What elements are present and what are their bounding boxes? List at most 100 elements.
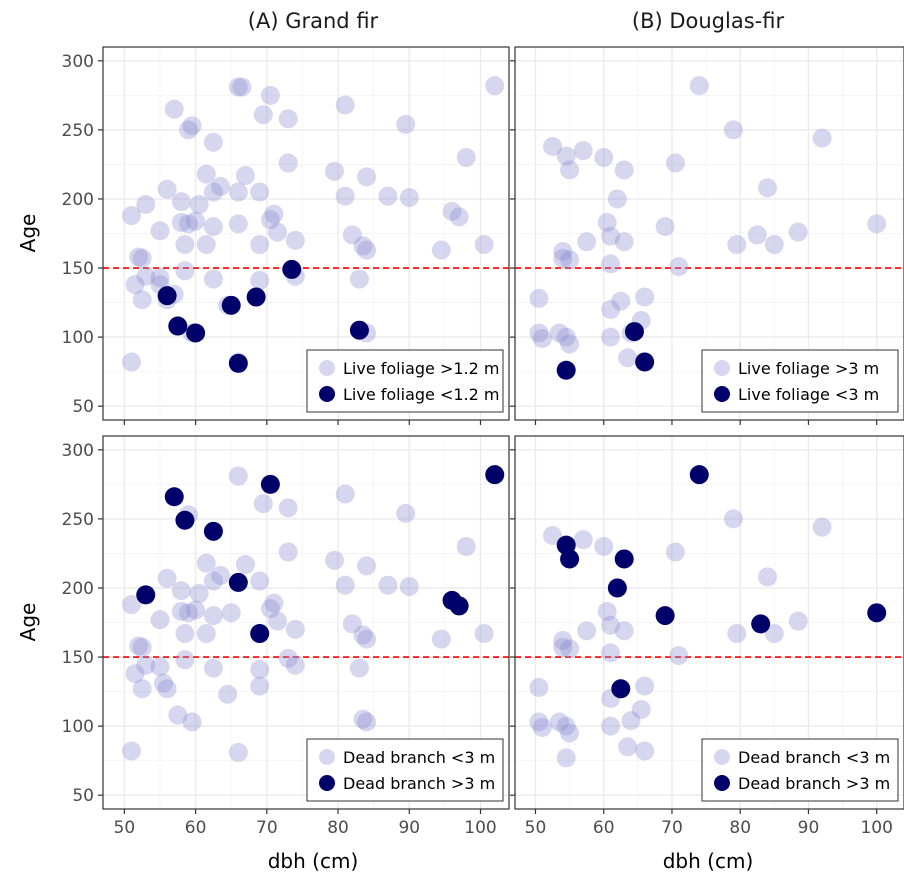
data-point-light <box>182 712 202 732</box>
y-tick-label: 100 <box>62 328 94 348</box>
data-point-light <box>618 737 638 757</box>
data-point-light <box>278 153 298 173</box>
legend-label: Live foliage <1.2 m <box>343 385 499 404</box>
column-title-a: (A) Grand fir <box>248 9 379 33</box>
legend: Live foliage >3 m Live foliage <3 m <box>701 349 899 413</box>
data-point-light <box>175 235 195 255</box>
data-point-light <box>727 624 747 644</box>
legend-marker-light <box>714 360 730 376</box>
data-point-light <box>601 327 621 347</box>
data-point-light <box>260 599 280 619</box>
panel-border <box>514 435 904 810</box>
data-point-dark <box>349 320 369 340</box>
data-point-light <box>553 248 573 268</box>
data-point-light <box>614 621 634 641</box>
legend-label: Live foliage >3 m <box>738 359 879 378</box>
data-point-light <box>611 291 631 311</box>
data-point-dark <box>136 585 156 605</box>
data-point-light <box>357 629 377 649</box>
data-point-light <box>228 77 248 97</box>
data-point-light <box>529 677 549 697</box>
y-tick-label: 150 <box>62 648 94 668</box>
data-point-light <box>342 225 362 245</box>
x-tick-label: 60 <box>185 818 207 838</box>
data-point-light <box>250 182 270 202</box>
data-point-light <box>136 266 156 286</box>
data-point-light <box>164 99 184 119</box>
data-point-light <box>378 575 398 595</box>
legend: Dead branch <3 m Dead branch >3 m <box>701 738 899 802</box>
data-point-light <box>211 177 231 197</box>
data-point-light <box>157 568 177 588</box>
column-title-b: (B) Douglas-fir <box>632 9 785 33</box>
data-point-light <box>150 657 170 677</box>
data-point-light <box>268 611 288 631</box>
data-point-light <box>157 179 177 199</box>
y-axis-title-bottom: Age <box>16 603 40 642</box>
data-point-light <box>669 646 689 666</box>
data-point-light <box>129 636 149 656</box>
data-point-light <box>203 571 223 591</box>
data-point-light <box>260 85 280 105</box>
data-point-light <box>357 712 377 732</box>
data-point-light <box>655 217 675 237</box>
data-point-light <box>532 717 552 737</box>
data-point-light <box>607 189 627 209</box>
data-point-light <box>235 165 255 185</box>
data-point-light <box>556 716 576 736</box>
data-point-light <box>601 299 621 319</box>
data-point-light <box>529 288 549 308</box>
y-tick-label: 100 <box>62 717 94 737</box>
data-point-light <box>228 742 248 762</box>
data-point-light <box>560 639 580 659</box>
data-point-light <box>150 221 170 241</box>
data-point-light <box>175 624 195 644</box>
data-point-light <box>594 148 614 168</box>
data-point-light <box>285 230 305 250</box>
data-point-light <box>178 120 198 140</box>
data-point-light <box>186 211 206 231</box>
x-tick-label: 90 <box>398 818 420 838</box>
data-point-light <box>357 167 377 187</box>
data-point-light <box>556 327 576 347</box>
data-point-light <box>618 348 638 368</box>
data-point-light <box>396 114 416 134</box>
data-point-light <box>132 290 152 310</box>
data-point-light <box>758 178 778 198</box>
data-point-light <box>431 629 451 649</box>
data-point-light <box>196 235 216 255</box>
legend-marker-dark <box>714 386 730 402</box>
data-point-light <box>532 328 552 348</box>
data-point-light <box>232 77 252 97</box>
data-point-light <box>543 136 563 156</box>
data-point-dark <box>250 624 270 644</box>
data-point-light <box>203 269 223 289</box>
data-point-light <box>168 705 188 725</box>
y-tick-label: 300 <box>62 441 94 461</box>
panel-top-right: Live foliage >3 m Live foliage <3 m <box>510 46 904 425</box>
data-point-light <box>788 222 808 242</box>
data-point-light <box>278 109 298 129</box>
data-point-light <box>399 188 419 208</box>
y-tick-label: 50 <box>72 786 94 806</box>
y-tick-label: 250 <box>62 121 94 141</box>
data-point-light <box>621 711 641 731</box>
data-point-light <box>171 581 191 601</box>
data-point-light <box>349 658 369 678</box>
legend-label: Dead branch <3 m <box>738 748 890 767</box>
data-point-light <box>635 741 655 761</box>
data-point-light <box>121 741 141 761</box>
data-point-dark <box>751 614 771 634</box>
data-point-light <box>221 603 241 623</box>
data-point-light <box>631 700 651 720</box>
data-point-light <box>449 207 469 227</box>
legend-marker-light <box>319 360 335 376</box>
x-tick-label: 50 <box>114 818 136 838</box>
data-point-light <box>250 571 270 591</box>
data-point-light <box>474 624 494 644</box>
data-point-light <box>132 637 152 657</box>
data-point-light <box>560 250 580 270</box>
